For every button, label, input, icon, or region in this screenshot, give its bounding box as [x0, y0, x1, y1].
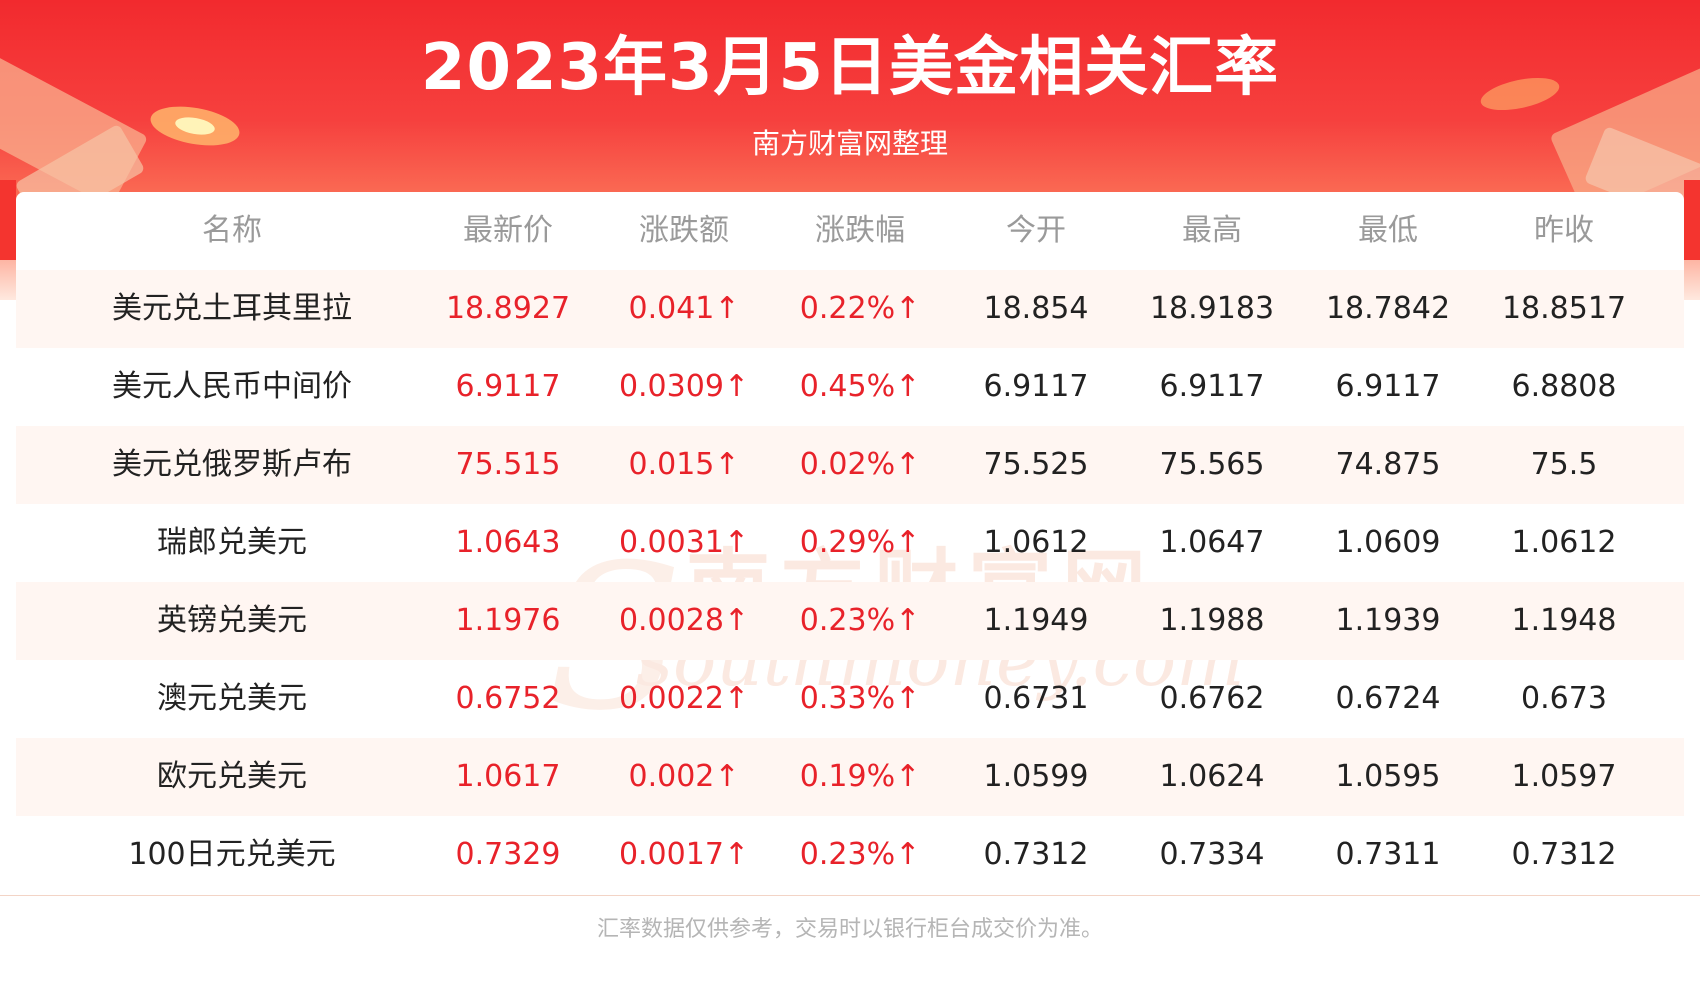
- row-change-pct: 0.45%↑: [799, 369, 921, 404]
- row-prev-close: 75.5: [1530, 447, 1598, 482]
- row-high: 75.565: [1159, 447, 1265, 482]
- footer-divider: [0, 895, 1700, 896]
- page-title: 2023年3月5日美金相关汇率: [420, 31, 1280, 105]
- row-change: 0.0022↑: [618, 681, 750, 716]
- row-low: 1.1939: [1335, 603, 1441, 638]
- row-latest: 75.515: [455, 447, 561, 482]
- row-high: 1.0647: [1159, 525, 1265, 560]
- table-row: 欧元兑美元 1.0617 0.002↑ 0.19%↑ 1.0599 1.0624…: [16, 738, 1684, 816]
- row-open: 75.525: [983, 447, 1089, 482]
- row-open: 6.9117: [983, 369, 1089, 404]
- row-change: 0.015↑: [628, 447, 740, 482]
- side-accent-right: [1684, 180, 1700, 260]
- row-prev-close: 1.1948: [1511, 603, 1617, 638]
- row-low: 1.0609: [1335, 525, 1441, 560]
- table-row: 美元人民币中间价 6.9117 0.0309↑ 0.45%↑ 6.9117 6.…: [16, 348, 1684, 426]
- row-prev-close: 1.0597: [1511, 759, 1617, 794]
- table-row: 澳元兑美元 0.6752 0.0022↑ 0.33%↑ 0.6731 0.676…: [16, 660, 1684, 738]
- col-header-open: 今开: [1006, 213, 1066, 248]
- row-latest: 1.1976: [455, 603, 561, 638]
- row-change: 0.0031↑: [618, 525, 750, 560]
- row-low: 1.0595: [1335, 759, 1441, 794]
- row-latest: 6.9117: [455, 369, 561, 404]
- row-change: 0.0028↑: [618, 603, 750, 638]
- row-name: 美元兑俄罗斯卢布: [112, 447, 352, 482]
- col-header-prev-close: 昨收: [1534, 213, 1594, 248]
- table-row: 100日元兑美元 0.7329 0.0017↑ 0.23%↑ 0.7312 0.…: [16, 816, 1684, 894]
- col-header-low: 最低: [1358, 213, 1418, 248]
- row-high: 6.9117: [1159, 369, 1265, 404]
- row-high: 0.6762: [1159, 681, 1265, 716]
- row-change-pct: 0.23%↑: [799, 837, 921, 872]
- col-header-change-pct: 涨跌幅: [815, 213, 905, 248]
- row-low: 0.6724: [1335, 681, 1441, 716]
- rates-table-card: S 南方财富网 southmoney.com 名称 最新价 涨跌额 涨跌幅 今开…: [16, 192, 1684, 895]
- row-name: 美元兑土耳其里拉: [112, 291, 352, 326]
- row-change-pct: 0.19%↑: [799, 759, 921, 794]
- row-change-pct: 0.22%↑: [799, 291, 921, 326]
- row-open: 1.0612: [983, 525, 1089, 560]
- row-high: 1.1988: [1159, 603, 1265, 638]
- row-high: 18.9183: [1149, 291, 1275, 326]
- row-change: 0.0017↑: [618, 837, 750, 872]
- col-header-name: 名称: [202, 213, 262, 248]
- row-low: 18.7842: [1325, 291, 1451, 326]
- col-header-latest: 最新价: [463, 213, 553, 248]
- row-change-pct: 0.29%↑: [799, 525, 921, 560]
- row-low: 6.9117: [1335, 369, 1441, 404]
- row-change-pct: 0.02%↑: [799, 447, 921, 482]
- row-name: 澳元兑美元: [157, 681, 307, 716]
- row-high: 1.0624: [1159, 759, 1265, 794]
- row-prev-close: 0.673: [1521, 681, 1607, 716]
- row-prev-close: 6.8808: [1511, 369, 1617, 404]
- row-prev-close: 1.0612: [1511, 525, 1617, 560]
- col-header-high: 最高: [1182, 213, 1242, 248]
- table-row: 美元兑俄罗斯卢布 75.515 0.015↑ 0.02%↑ 75.525 75.…: [16, 426, 1684, 504]
- row-change: 0.0309↑: [618, 369, 750, 404]
- table-header: 名称 最新价 涨跌额 涨跌幅 今开 最高 最低 昨收: [16, 192, 1684, 270]
- row-change-pct: 0.23%↑: [799, 603, 921, 638]
- row-prev-close: 0.7312: [1511, 837, 1617, 872]
- col-header-change: 涨跌额: [639, 213, 729, 248]
- row-open: 0.6731: [983, 681, 1089, 716]
- row-open: 1.0599: [983, 759, 1089, 794]
- row-latest: 1.0643: [455, 525, 561, 560]
- row-low: 0.7311: [1335, 837, 1441, 872]
- table-row: 英镑兑美元 1.1976 0.0028↑ 0.23%↑ 1.1949 1.198…: [16, 582, 1684, 660]
- row-low: 74.875: [1335, 447, 1441, 482]
- row-latest: 0.7329: [455, 837, 561, 872]
- page-subtitle: 南方财富网整理: [751, 127, 948, 160]
- table-row: 瑞郎兑美元 1.0643 0.0031↑ 0.29%↑ 1.0612 1.064…: [16, 504, 1684, 582]
- row-name: 美元人民币中间价: [112, 369, 352, 404]
- row-name: 100日元兑美元: [128, 837, 336, 872]
- row-change: 0.041↑: [628, 291, 740, 326]
- row-name: 瑞郎兑美元: [157, 525, 307, 560]
- row-change: 0.002↑: [628, 759, 740, 794]
- row-prev-close: 18.8517: [1501, 291, 1627, 326]
- table-row: 美元兑土耳其里拉 18.8927 0.041↑ 0.22%↑ 18.854 18…: [16, 270, 1684, 348]
- row-open: 18.854: [983, 291, 1089, 326]
- row-open: 0.7312: [983, 837, 1089, 872]
- row-high: 0.7334: [1159, 837, 1265, 872]
- row-latest: 1.0617: [455, 759, 561, 794]
- row-name: 欧元兑美元: [157, 759, 307, 794]
- row-latest: 0.6752: [455, 681, 561, 716]
- side-accent-left: [0, 180, 16, 260]
- row-open: 1.1949: [983, 603, 1089, 638]
- row-name: 英镑兑美元: [157, 603, 307, 638]
- row-latest: 18.8927: [445, 291, 571, 326]
- row-change-pct: 0.33%↑: [799, 681, 921, 716]
- footer-disclaimer: 汇率数据仅供参考，交易时以银行柜台成交价为准。: [596, 917, 1103, 942]
